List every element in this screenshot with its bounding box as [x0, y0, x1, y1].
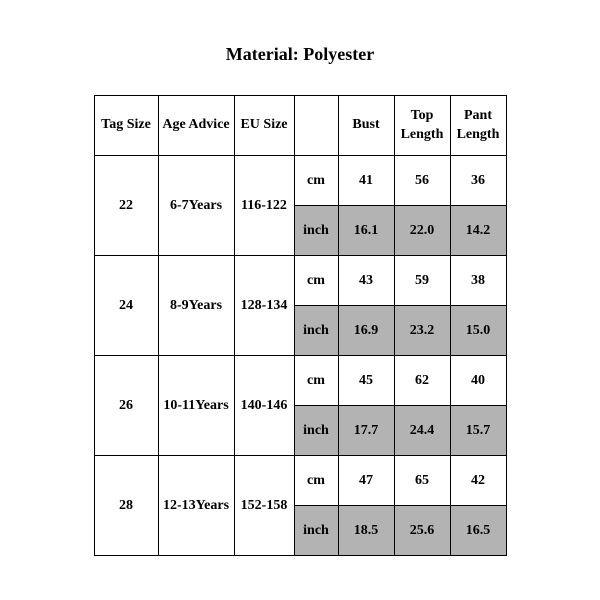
cell-tag: 24 — [94, 256, 158, 356]
cell-top-inch: 22.0 — [394, 206, 450, 256]
cell-top-inch: 24.4 — [394, 406, 450, 456]
cell-bust-inch: 16.9 — [338, 306, 394, 356]
col-pant-length: Pant Length — [450, 96, 506, 156]
cell-top-cm: 59 — [394, 256, 450, 306]
cell-pant-inch: 15.0 — [450, 306, 506, 356]
cell-age: 10-11Years — [158, 356, 234, 456]
cell-unit-inch: inch — [294, 506, 338, 556]
table-body: 22 6-7Years 116-122 cm 41 56 36 inch 16.… — [94, 156, 506, 556]
col-top-length: Top Length — [394, 96, 450, 156]
table-row: 28 12-13Years 152-158 cm 47 65 42 — [94, 456, 506, 506]
table-row: 26 10-11Years 140-146 cm 45 62 40 — [94, 356, 506, 406]
cell-unit-cm: cm — [294, 356, 338, 406]
cell-pant-cm: 38 — [450, 256, 506, 306]
cell-eu: 116-122 — [234, 156, 294, 256]
col-tag-size: Tag Size — [94, 96, 158, 156]
cell-tag: 28 — [94, 456, 158, 556]
cell-top-inch: 25.6 — [394, 506, 450, 556]
cell-age: 8-9Years — [158, 256, 234, 356]
cell-pant-cm: 42 — [450, 456, 506, 506]
cell-top-cm: 62 — [394, 356, 450, 406]
cell-bust-inch: 16.1 — [338, 206, 394, 256]
col-bust: Bust — [338, 96, 394, 156]
cell-bust-inch: 18.5 — [338, 506, 394, 556]
cell-unit-cm: cm — [294, 456, 338, 506]
cell-unit-inch: inch — [294, 306, 338, 356]
col-eu-size: EU Size — [234, 96, 294, 156]
table-row: 24 8-9Years 128-134 cm 43 59 38 — [94, 256, 506, 306]
cell-bust-cm: 41 — [338, 156, 394, 206]
cell-tag: 22 — [94, 156, 158, 256]
size-chart-table: Tag Size Age Advice EU Size Bust Top Len… — [94, 95, 507, 556]
cell-eu: 140-146 — [234, 356, 294, 456]
table-row: 22 6-7Years 116-122 cm 41 56 36 — [94, 156, 506, 206]
cell-bust-cm: 43 — [338, 256, 394, 306]
col-unit — [294, 96, 338, 156]
cell-eu: 128-134 — [234, 256, 294, 356]
cell-pant-cm: 40 — [450, 356, 506, 406]
cell-top-inch: 23.2 — [394, 306, 450, 356]
col-age-advice: Age Advice — [158, 96, 234, 156]
cell-age: 12-13Years — [158, 456, 234, 556]
cell-pant-cm: 36 — [450, 156, 506, 206]
page-title: Material: Polyester — [0, 0, 600, 95]
cell-pant-inch: 14.2 — [450, 206, 506, 256]
table-header-row: Tag Size Age Advice EU Size Bust Top Len… — [94, 96, 506, 156]
cell-unit-inch: inch — [294, 406, 338, 456]
cell-pant-inch: 16.5 — [450, 506, 506, 556]
cell-bust-inch: 17.7 — [338, 406, 394, 456]
cell-pant-inch: 15.7 — [450, 406, 506, 456]
cell-age: 6-7Years — [158, 156, 234, 256]
cell-bust-cm: 47 — [338, 456, 394, 506]
cell-top-cm: 65 — [394, 456, 450, 506]
cell-unit-cm: cm — [294, 156, 338, 206]
cell-tag: 26 — [94, 356, 158, 456]
cell-eu: 152-158 — [234, 456, 294, 556]
cell-unit-inch: inch — [294, 206, 338, 256]
cell-bust-cm: 45 — [338, 356, 394, 406]
cell-top-cm: 56 — [394, 156, 450, 206]
cell-unit-cm: cm — [294, 256, 338, 306]
